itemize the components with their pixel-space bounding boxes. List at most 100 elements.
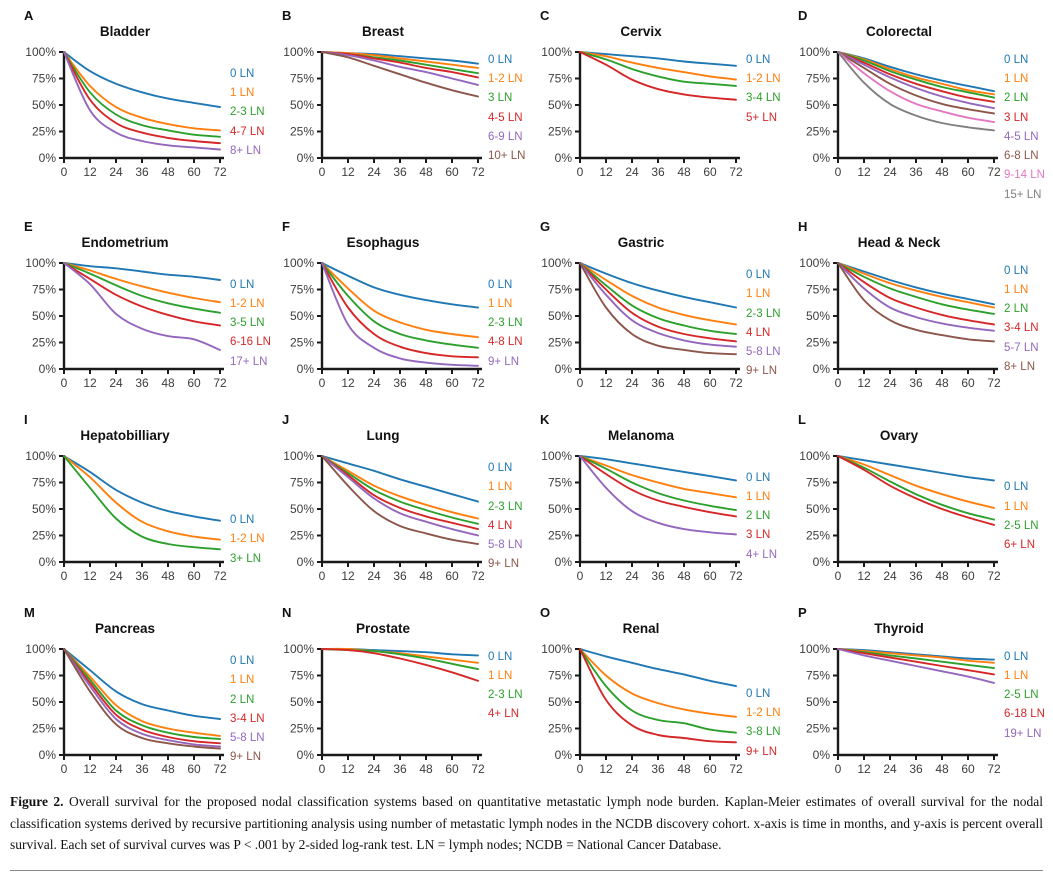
panel-cervix: C Cervix 0% 25% 50% 75% 100% 0 12 24 36 48 60 72 0 L… — [538, 4, 796, 202]
legend-item: 4 LN — [488, 519, 513, 532]
survival-curve — [837, 51, 995, 123]
legend-item: 2 LN — [746, 510, 771, 523]
y-tick-label: 75% — [32, 282, 56, 296]
y-tick-label: 75% — [290, 282, 314, 296]
y-tick-label: 100% — [541, 449, 572, 463]
survival-curve — [837, 51, 995, 115]
km-plot: 0% 25% 50% 75% 100% 0 12 24 36 48 60 72 — [283, 642, 485, 776]
legend: 0 LN 1 LN 2-5 LN 6+ LN — [1002, 446, 1053, 588]
y-tick-label: 25% — [290, 335, 314, 349]
x-tick-label: 0 — [835, 762, 842, 776]
survival-curve — [837, 261, 995, 315]
x-tick-label: 12 — [341, 762, 355, 776]
y-tick-label: 100% — [799, 256, 830, 270]
x-tick-label: 48 — [677, 376, 691, 390]
y-tick-label: 50% — [548, 695, 572, 709]
legend-item: 0 LN — [488, 462, 513, 475]
x-tick-label: 72 — [987, 376, 1001, 390]
x-tick-label: 0 — [319, 165, 326, 179]
survival-curve — [321, 454, 479, 537]
km-plot: 0% 25% 50% 75% 100% 0 12 24 36 48 60 72 — [541, 45, 743, 179]
x-tick-label: 36 — [651, 165, 665, 179]
x-tick-label: 36 — [135, 376, 149, 390]
panel-letter: P — [798, 604, 807, 620]
panel-letter: N — [282, 604, 292, 620]
panel-letter: B — [282, 8, 292, 23]
legend: 0 LN 1 LN 2 LN 3-4 LN 5-7 LN 8+ LN — [1002, 253, 1053, 395]
x-tick-label: 0 — [61, 762, 68, 776]
survival-curve — [321, 454, 479, 525]
figure-caption-text: Overall survival for the proposed nodal … — [10, 793, 1043, 853]
x-tick-label: 48 — [935, 165, 949, 179]
y-tick-label: 0% — [39, 362, 57, 376]
x-tick-label: 24 — [883, 376, 897, 390]
x-tick-label: 48 — [161, 376, 175, 390]
y-tick-label: 50% — [32, 502, 56, 516]
survival-curve — [321, 261, 479, 358]
x-tick-label: 0 — [319, 376, 326, 390]
x-tick-label: 36 — [909, 569, 923, 583]
y-tick-label: 25% — [290, 125, 314, 139]
x-tick-label: 72 — [471, 165, 485, 179]
legend-item: 1 LN — [488, 481, 513, 494]
y-tick-label: 50% — [548, 98, 572, 112]
x-tick-label: 72 — [987, 165, 1001, 179]
y-tick-label: 0% — [555, 748, 573, 762]
survival-curve — [579, 261, 737, 309]
km-plot: 0% 25% 50% 75% 100% 0 12 24 36 48 60 72 — [283, 45, 485, 179]
legend-item: 0 LN — [230, 514, 255, 527]
x-tick-label: 60 — [961, 569, 975, 583]
y-tick-label: 75% — [32, 475, 56, 489]
panel-title: Bladder — [99, 24, 151, 39]
legend: 0 LN 1-2 LN 3-5 LN 6-16 LN 17+ LN — [228, 253, 280, 395]
y-tick-label: 25% — [548, 125, 572, 139]
y-tick-label: 75% — [548, 282, 572, 296]
legend-item: 5-7 LN — [1004, 341, 1039, 354]
legend-item: 8+ LN — [230, 144, 262, 157]
x-tick-label: 60 — [187, 165, 201, 179]
survival-curve — [63, 51, 221, 132]
y-tick-label: 100% — [541, 642, 572, 656]
survival-curve — [63, 51, 221, 145]
y-tick-label: 75% — [806, 282, 830, 296]
km-plot: 0% 25% 50% 75% 100% 0 12 24 36 48 60 72 — [283, 449, 485, 583]
panel-renal: O Renal 0% 25% 50% 75% 100% 0 12 24 36 48 60 72 0 LN… — [538, 601, 796, 781]
x-tick-label: 0 — [61, 165, 68, 179]
survival-curve — [579, 261, 737, 335]
x-tick-label: 60 — [187, 762, 201, 776]
x-tick-label: 0 — [577, 569, 584, 583]
y-tick-label: 100% — [799, 45, 830, 59]
legend-item: 2 LN — [1004, 303, 1029, 316]
x-tick-label: 12 — [857, 569, 871, 583]
km-plot: 0% 25% 50% 75% 100% 0 12 24 36 48 60 72 — [25, 449, 227, 583]
x-tick-label: 60 — [961, 376, 975, 390]
survival-curve — [321, 51, 479, 69]
legend: 0 LN 1 LN 2 LN 3-4 LN 5-8 LN 9+ LN — [228, 639, 280, 781]
panel-letter: E — [24, 218, 33, 234]
panel-letter: D — [798, 8, 808, 23]
legend-item: 9+ LN — [488, 355, 520, 368]
survival-curve — [837, 51, 995, 110]
y-tick-label: 0% — [555, 151, 573, 165]
survival-curve — [579, 647, 737, 718]
legend-item: 0 LN — [488, 278, 513, 291]
legend-item: 0 LN — [230, 67, 255, 80]
panel-letter: F — [282, 218, 290, 234]
x-tick-label: 60 — [961, 762, 975, 776]
y-tick-label: 25% — [290, 721, 314, 735]
panel-letter: G — [540, 218, 551, 234]
km-plot: 0% 25% 50% 75% 100% 0 12 24 36 48 60 72 — [799, 449, 1001, 583]
legend-item: 10+ LN — [488, 150, 526, 163]
legend-item: 9+ LN — [488, 558, 520, 571]
x-tick-label: 24 — [625, 376, 639, 390]
survival-curve — [321, 647, 479, 664]
survival-curve — [321, 261, 479, 367]
x-tick-label: 24 — [109, 762, 123, 776]
legend-item: 6-18 LN — [1004, 708, 1045, 721]
survival-curve — [63, 647, 221, 748]
x-tick-label: 0 — [835, 376, 842, 390]
x-tick-label: 24 — [367, 569, 381, 583]
x-tick-label: 72 — [213, 762, 227, 776]
survival-curve — [321, 261, 479, 338]
figure-caption: Figure 2. Overall survival for the propo… — [10, 791, 1043, 872]
